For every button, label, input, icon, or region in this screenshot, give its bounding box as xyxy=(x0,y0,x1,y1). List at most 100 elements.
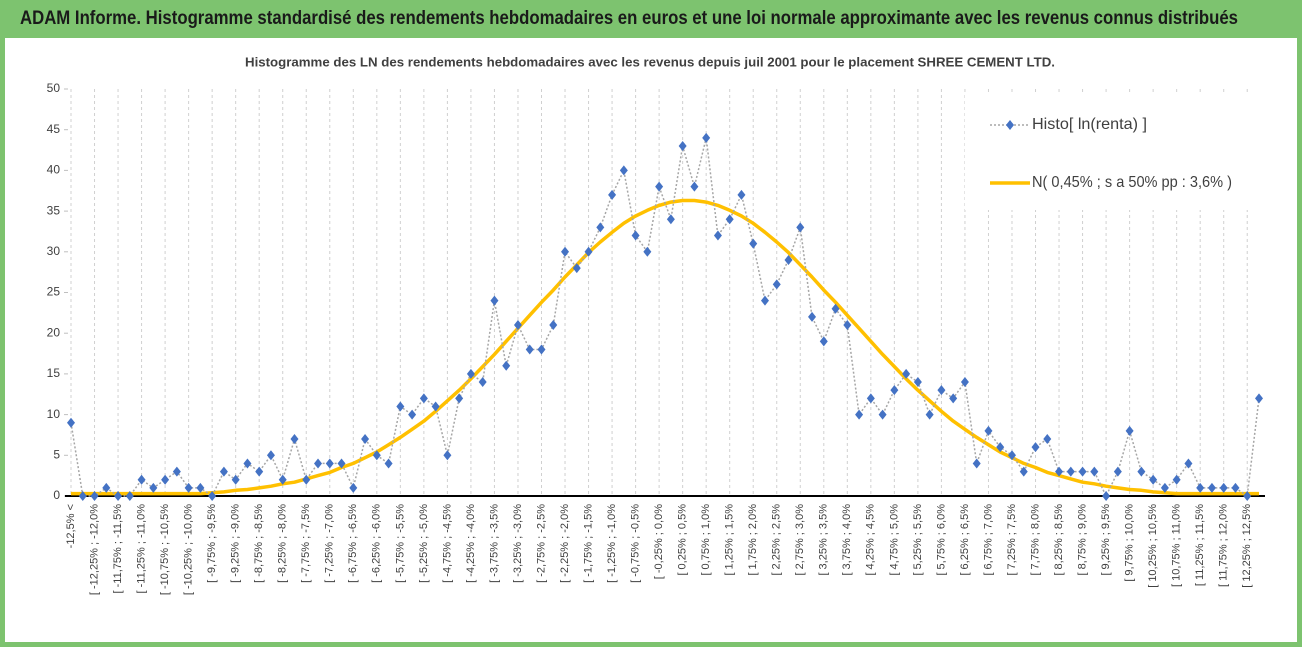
x-tick-label: -12,5% < xyxy=(65,504,77,548)
marker xyxy=(666,214,675,225)
x-tick-label: [ 9,75% ; 10,0% xyxy=(1124,504,1136,582)
x-tick-label: [ 10,75% ; 11,0% xyxy=(1171,504,1183,587)
x-tick-label: [ -10,25% ; -10,0% xyxy=(183,504,195,595)
legend-marker xyxy=(1006,120,1014,130)
chart-subtitle: Histogramme des LN des rendements hebdom… xyxy=(245,54,1055,69)
marker xyxy=(737,189,746,200)
marker xyxy=(549,320,558,331)
marker xyxy=(1196,482,1205,493)
x-tick-label: [ 6,25% ; 6,5% xyxy=(959,504,971,576)
x-tick-label: [ 6,75% ; 7,0% xyxy=(982,504,994,576)
x-tick-label: [ -1,25% ; -1,0% xyxy=(606,504,618,583)
marker xyxy=(408,409,417,420)
x-tick-label: [ -2,75% ; -2,5% xyxy=(535,504,547,583)
marker xyxy=(431,401,440,412)
marker xyxy=(1043,434,1052,445)
marker xyxy=(1149,474,1158,485)
marker xyxy=(1255,393,1263,404)
x-tick-label: [ -1,75% ; -1,5% xyxy=(582,504,594,583)
marker xyxy=(266,450,275,461)
x-tick-label: [ -0,75% ; -0,5% xyxy=(630,504,642,583)
marker xyxy=(102,482,111,493)
marker xyxy=(925,409,934,420)
marker xyxy=(1078,466,1087,477)
x-tick-label: [ -12,25% ; -12,0% xyxy=(88,504,100,595)
marker xyxy=(1231,482,1240,493)
marker xyxy=(843,320,852,331)
marker xyxy=(396,401,405,412)
y-tick-label: 45 xyxy=(47,122,61,136)
marker xyxy=(678,140,687,151)
marker xyxy=(361,434,370,445)
marker xyxy=(208,491,217,501)
marker xyxy=(796,222,805,233)
marker xyxy=(337,458,346,469)
x-tick-label: [ 7,25% ; 7,5% xyxy=(1006,504,1018,576)
marker xyxy=(67,417,75,428)
marker xyxy=(984,425,993,436)
legend-label: N( 0,45% ; s a 50% pp : 3,6% ) xyxy=(1032,174,1232,191)
marker xyxy=(725,214,734,225)
marker xyxy=(913,377,922,388)
marker xyxy=(561,246,570,257)
x-tick-label: [ 5,75% ; 6,0% xyxy=(935,504,947,576)
x-tick-label: [ -6,25% ; -6,0% xyxy=(371,504,383,583)
marker xyxy=(290,434,299,445)
marker xyxy=(608,189,617,200)
marker xyxy=(114,491,123,501)
y-tick-label: 10 xyxy=(47,407,61,421)
x-tick-label: [ -6,75% ; -6,5% xyxy=(347,504,359,583)
marker xyxy=(1137,466,1146,477)
x-tick-label: [ -0,25% ; 0,0% xyxy=(653,504,665,579)
marker xyxy=(314,458,323,469)
marker xyxy=(1160,482,1169,493)
marker xyxy=(243,458,252,469)
x-tick-label: [ 0,25% ; 0,5% xyxy=(677,504,689,576)
marker xyxy=(1113,466,1122,477)
x-tick-label: [ 7,75% ; 8,0% xyxy=(1029,504,1041,576)
x-tick-label: [ 3,25% ; 3,5% xyxy=(818,504,830,576)
marker xyxy=(455,393,464,404)
marker xyxy=(643,246,652,257)
marker xyxy=(1019,466,1028,477)
marker xyxy=(1007,450,1016,461)
y-tick-label: 25 xyxy=(47,285,61,299)
marker xyxy=(749,238,758,249)
marker xyxy=(631,230,640,241)
marker xyxy=(90,491,99,501)
marker xyxy=(349,482,358,493)
marker xyxy=(1125,425,1134,436)
marker xyxy=(972,458,981,469)
x-tick-label: [ 2,75% ; 3,0% xyxy=(794,504,806,576)
x-tick-label: [ 4,75% ; 5,0% xyxy=(888,504,900,576)
marker xyxy=(572,263,581,274)
x-tick-label: [ 0,75% ; 1,0% xyxy=(700,504,712,576)
marker xyxy=(655,181,664,192)
chart-title: ADAM Informe. Histogramme standardisé de… xyxy=(20,8,1238,29)
marker xyxy=(478,377,487,388)
y-tick-label: 50 xyxy=(47,81,61,95)
x-tick-label: [ -4,25% ; -4,0% xyxy=(465,504,477,583)
marker xyxy=(490,295,499,306)
marker xyxy=(78,491,87,501)
marker xyxy=(137,474,146,485)
y-tick-label: 40 xyxy=(47,163,61,177)
x-tick-label: [ -5,25% ; -5,0% xyxy=(418,504,430,583)
marker xyxy=(960,377,969,388)
marker xyxy=(1243,491,1252,501)
x-tick-label: [ -3,75% ; -3,5% xyxy=(488,504,500,583)
x-tick-label: [ -7,75% ; -7,5% xyxy=(300,504,312,583)
marker xyxy=(831,303,840,314)
marker xyxy=(784,254,793,265)
x-tick-label: [ -9,25% ; -9,0% xyxy=(230,504,242,583)
marker xyxy=(808,311,817,322)
marker xyxy=(619,165,628,176)
marker xyxy=(384,458,393,469)
marker xyxy=(819,336,828,347)
marker xyxy=(1031,442,1040,453)
marker xyxy=(760,295,769,306)
marker xyxy=(690,181,699,192)
legend-label: Histo[ ln(renta) ] xyxy=(1032,116,1147,133)
